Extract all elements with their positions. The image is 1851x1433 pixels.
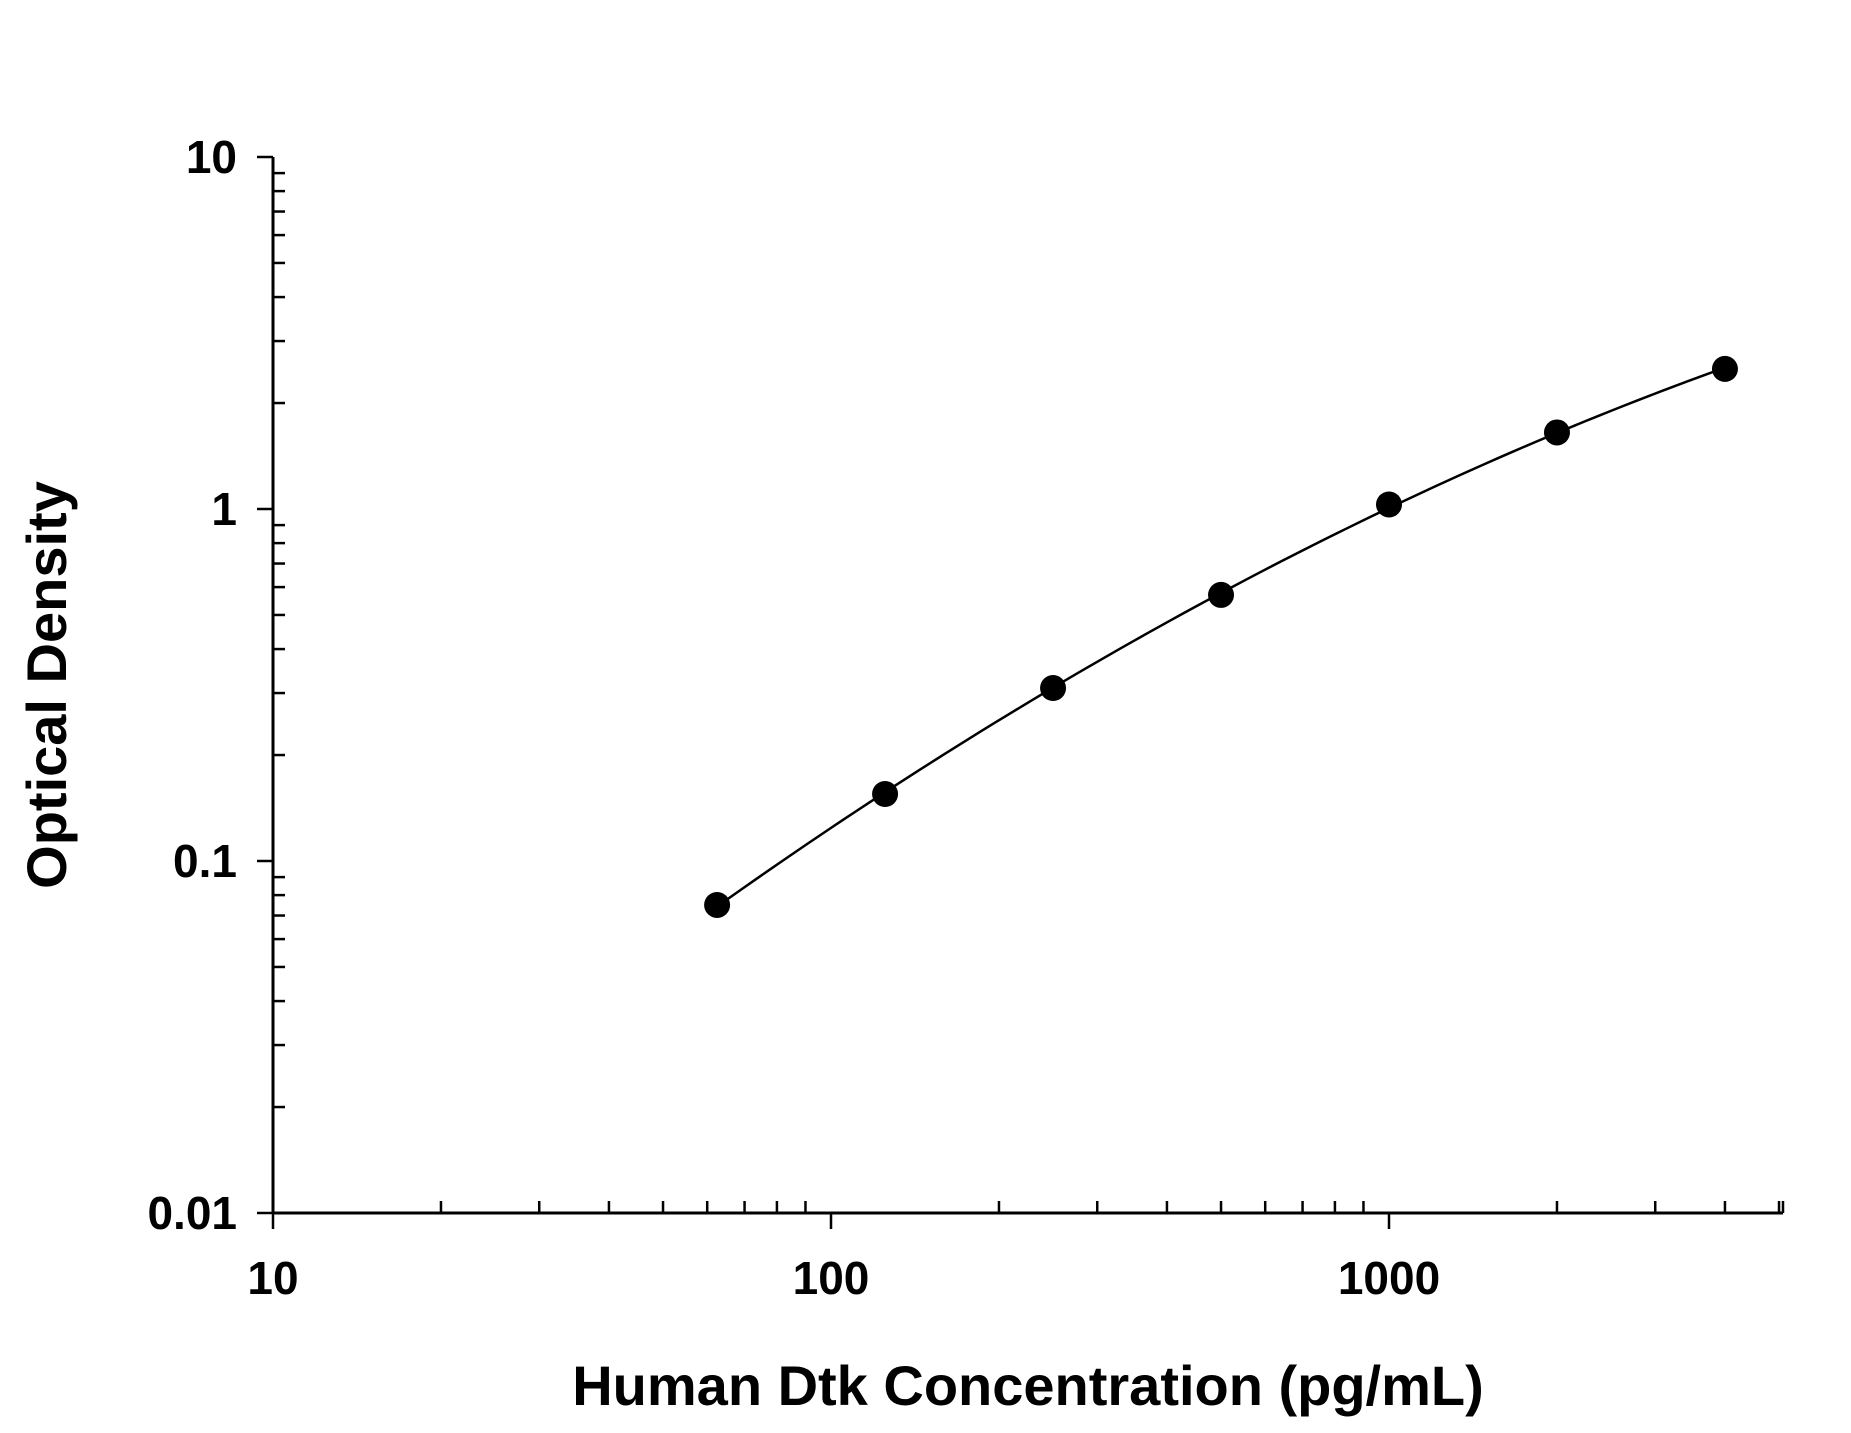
data-point <box>1040 675 1067 702</box>
y-axis-title: Optical Density <box>15 481 78 889</box>
y-tick-label: 0.01 <box>147 1187 237 1239</box>
data-point <box>1711 355 1738 382</box>
y-tick-label: 10 <box>186 131 237 183</box>
x-tick-label: 100 <box>793 1252 870 1304</box>
data-point <box>1208 581 1235 608</box>
data-point <box>872 781 899 808</box>
data-points <box>704 355 1738 918</box>
data-point <box>704 891 731 918</box>
data-point <box>1376 491 1402 518</box>
major-ticks <box>257 155 1391 1229</box>
y-tick-labels: 0.01 0.1 1 10 <box>147 131 237 1239</box>
data-point <box>1543 419 1570 446</box>
x-tick-labels: 10 100 1000 <box>247 1252 1440 1304</box>
x-tick-label: 1000 <box>1338 1252 1440 1304</box>
x-tick-label: 10 <box>247 1252 298 1304</box>
x-axis-title: Human Dtk Concentration (pg/mL) <box>572 1354 1484 1417</box>
fit-curve <box>716 366 1726 908</box>
y-tick-label: 0.1 <box>173 835 237 887</box>
minor-ticks <box>273 171 1785 1213</box>
y-tick-label: 1 <box>211 483 237 535</box>
